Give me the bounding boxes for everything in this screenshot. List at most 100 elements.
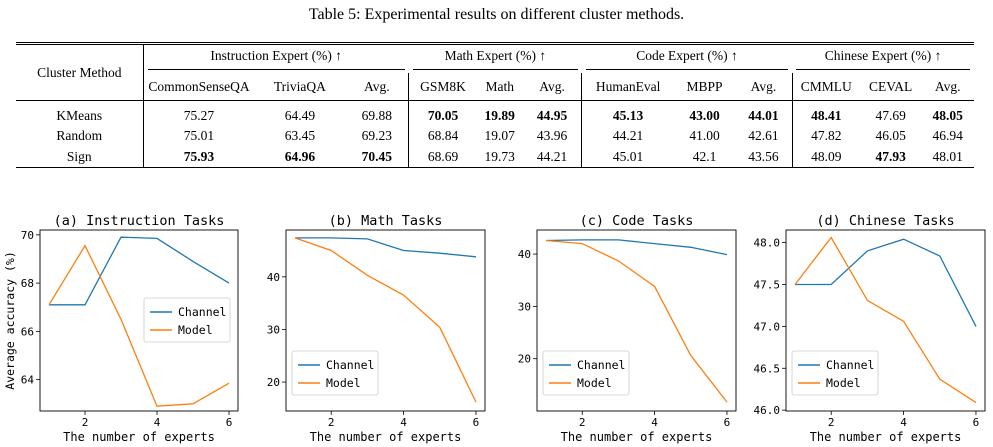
legend-label: Model [178, 323, 213, 337]
plot-title: (d) Chinese Tasks [816, 213, 954, 229]
series-line-model [294, 237, 477, 403]
column-header: Avg. [921, 73, 974, 101]
column-header: CMMLU [791, 73, 860, 101]
column-header: CEVAL [860, 73, 922, 101]
legend-box [791, 350, 879, 396]
x-axis-label: The number of experts [810, 430, 962, 444]
value-cell: 75.01 [183, 127, 215, 143]
column-header: CommonSenseQA [143, 73, 255, 101]
series-line-channel [795, 238, 977, 327]
plot-frame [285, 229, 486, 412]
row-header-cell: Cluster Method [16, 42, 144, 101]
value-cell: 48.09 [791, 146, 860, 168]
group-header-chinese: Chinese Expert (%) ↑ [792, 42, 974, 73]
value-cell: 47.69 [875, 107, 906, 123]
series-line-channel [295, 237, 477, 258]
value-cell: 63.45 [284, 127, 316, 143]
value-cell: 42.61 [748, 127, 779, 143]
plot-frame [536, 229, 737, 412]
value-cell: 46.94 [932, 127, 963, 143]
series-line-model [545, 239, 728, 403]
value-cell: 64.96 [254, 146, 346, 168]
value-cell: 70.05 [408, 100, 477, 125]
x-tick-label: 6 [724, 416, 731, 429]
legend-label: Model [577, 376, 612, 390]
value-cell: 47.93 [860, 146, 922, 168]
column-header: TriviaQA [254, 73, 346, 101]
method-cell: KMeans [16, 100, 144, 125]
value-cell: 69.23 [361, 127, 393, 143]
group-header-code: Code Expert (%) ↑ [581, 42, 793, 73]
legend-label: Model [826, 376, 861, 390]
y-tick-label: 47.5 [754, 278, 781, 291]
table-row: Sign 75.93 64.96 70.45 68.69 19.73 44.21 45.01 4… [16, 146, 974, 168]
value-cell: 45.13 [581, 100, 674, 125]
value-cell: 42.1 [673, 146, 736, 168]
y-tick-label: 66 [21, 325, 34, 338]
y-tick-label: 46.5 [754, 362, 781, 375]
x-axis-label: The number of experts [561, 430, 713, 444]
value-cell: 43.56 [735, 146, 793, 168]
x-tick-label: 2 [328, 416, 335, 429]
series-line-channel [545, 239, 728, 256]
value-cell: 19.89 [484, 107, 515, 123]
y-tick-label: 70 [21, 229, 34, 242]
value-cell: 19.07 [484, 127, 515, 143]
y-tick-label: 64 [21, 374, 35, 387]
value-cell: 48.41 [791, 100, 860, 125]
group-header-instruction: Instruction Expert (%) ↑ [143, 42, 409, 73]
value-cell: 45.01 [581, 146, 674, 168]
y-axis-label: Average accuracy (%) [3, 251, 17, 389]
y-tick-label: 46.0 [754, 404, 781, 417]
legend-label: Channel [826, 358, 874, 372]
x-tick-label: 6 [473, 416, 480, 429]
x-axis-label: The number of experts [63, 430, 215, 444]
y-tick-label: 47.0 [754, 320, 781, 333]
legend-box [143, 297, 231, 343]
value-cell: 44.95 [536, 107, 568, 123]
series-line-model [48, 244, 230, 407]
series-line-channel [49, 236, 230, 306]
x-axis-label: The number of experts [310, 430, 462, 444]
column-header: HumanEval [581, 73, 674, 101]
x-tick-label: 2 [579, 416, 586, 429]
y-tick-label: 68 [21, 277, 34, 290]
table-row: KMeans 75.27 64.49 69.88 70.05 19.89 44.95 45.1… [16, 100, 974, 125]
legend-label: Channel [178, 305, 226, 319]
column-header: Avg. [345, 73, 409, 101]
legend-label: Channel [577, 358, 625, 372]
value-cell: 43.96 [536, 127, 568, 143]
x-tick-label: 2 [82, 416, 89, 429]
results-table: Cluster Method Instruction Expert (%) ↑ Ma… [16, 42, 974, 168]
value-cell: 64.49 [284, 107, 316, 123]
value-cell: 75.93 [143, 146, 255, 168]
value-cell: 41.00 [689, 127, 720, 143]
legend-box [291, 350, 379, 396]
series-line-model [794, 236, 977, 404]
y-tick-label: 20 [518, 353, 531, 366]
value-cell: 75.27 [183, 107, 215, 123]
x-tick-label: 4 [651, 416, 658, 429]
y-tick-label: 48.0 [754, 237, 781, 250]
x-tick-label: 6 [226, 416, 233, 429]
column-header: MBPP [673, 73, 736, 101]
y-tick-label: 40 [267, 271, 280, 284]
value-cell: 68.84 [408, 125, 477, 146]
value-cell: 70.45 [345, 146, 409, 168]
x-tick-label: 4 [154, 416, 161, 429]
value-cell: 68.69 [408, 146, 477, 168]
column-header: Avg. [522, 73, 582, 101]
value-cell: 43.00 [689, 107, 720, 123]
table-row: Random 75.01 63.45 69.23 68.84 19.07 43.96 44.2… [16, 125, 974, 146]
value-cell: 48.05 [932, 107, 963, 123]
y-tick-label: 20 [267, 376, 280, 389]
column-header: Avg. [735, 73, 793, 101]
plot-frame [785, 229, 986, 412]
plot-title: (b) Math Tasks [329, 213, 443, 229]
method-cell: Random [16, 125, 144, 146]
x-tick-label: 2 [828, 416, 835, 429]
column-header: GSM8K [408, 73, 477, 101]
x-tick-label: 4 [400, 416, 407, 429]
value-cell: 44.21 [522, 146, 582, 168]
